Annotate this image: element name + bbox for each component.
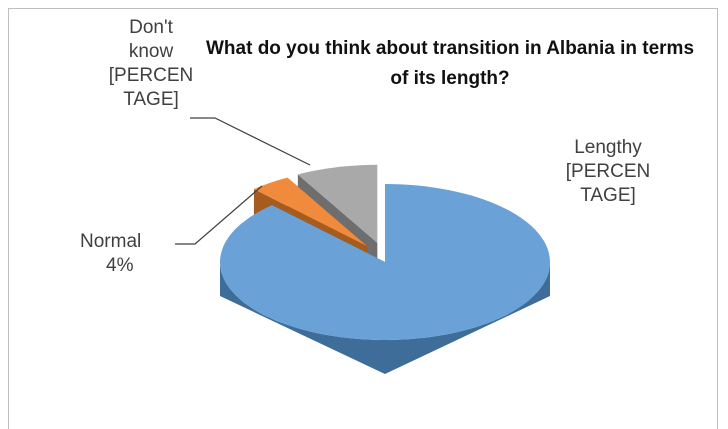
leader-line bbox=[190, 117, 311, 166]
value-label: [PERCENTAGE] bbox=[108, 65, 194, 110]
label-group: Lengthy [PERCENTAGE] bbox=[548, 136, 668, 208]
slice bbox=[220, 184, 550, 340]
chart-title: What do you think about transition in Al… bbox=[205, 38, 695, 89]
category-label: Don't know bbox=[128, 17, 174, 62]
label-group: Normal 4% bbox=[80, 230, 180, 278]
label-group: Don't know [PERCENTAGE] bbox=[106, 16, 196, 112]
category-label: Lengthy bbox=[574, 137, 642, 158]
leader-line bbox=[175, 185, 263, 245]
slice bbox=[297, 164, 378, 243]
category-label: Normal bbox=[80, 231, 142, 252]
chart-frame bbox=[8, 8, 718, 429]
value-label: 4% bbox=[106, 255, 134, 276]
slice-wall bbox=[220, 262, 550, 374]
value-label: [PERCENTAGE] bbox=[565, 161, 651, 206]
slice bbox=[253, 177, 367, 246]
